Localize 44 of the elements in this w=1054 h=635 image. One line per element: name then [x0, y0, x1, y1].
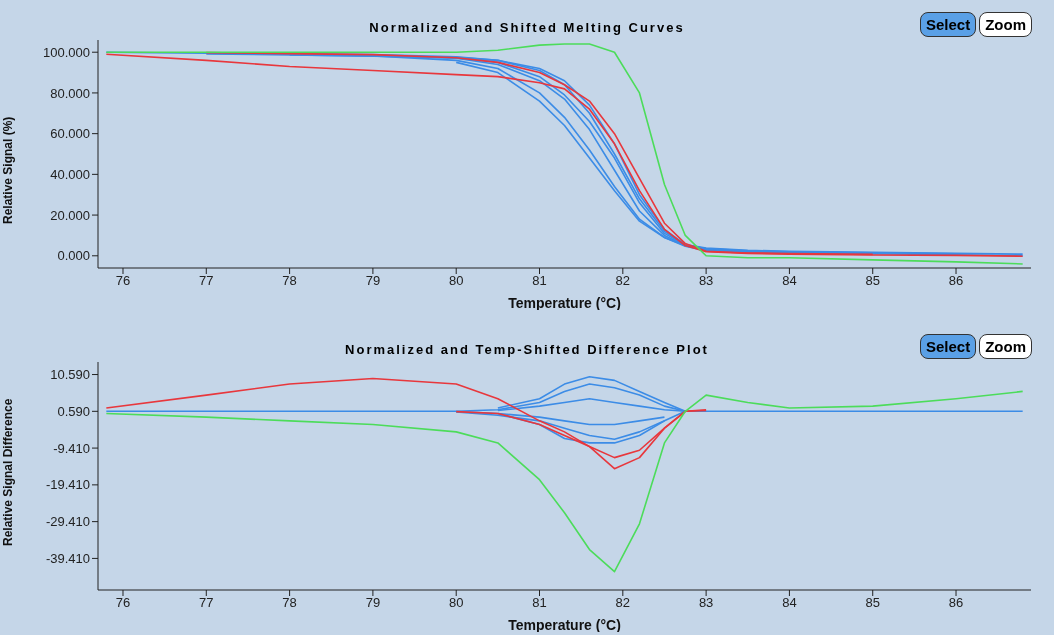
x-tick-label: 86 — [948, 273, 964, 289]
y-tick-label: -19.410 — [45, 477, 90, 493]
x-axis-title: Temperature (°C) — [508, 617, 621, 633]
y-tick-label: 20.000 — [50, 207, 90, 223]
x-tick-label: 82 — [615, 273, 631, 289]
x-tick-label: 76 — [115, 595, 131, 611]
x-tick-label: 81 — [532, 595, 547, 611]
y-tick-label: 0.000 — [57, 248, 90, 264]
x-tick-label: 80 — [448, 595, 464, 611]
x-tick-label: 78 — [282, 595, 297, 611]
x-tick-label: 83 — [698, 595, 714, 611]
y-tick-label: 40.000 — [50, 166, 90, 182]
button: Select — [919, 334, 977, 359]
chart-title: Normalized and Temp-Shifted Difference Plot — [345, 342, 709, 357]
x-tick-label: 85 — [865, 595, 880, 611]
button: Zoom — [979, 12, 1032, 37]
x-tick-label: 81 — [532, 273, 547, 289]
button: Zoom — [979, 334, 1032, 359]
x-tick-label: 79 — [365, 273, 381, 289]
y-tick-label: -9.410 — [53, 440, 90, 456]
y-tick-label: 0.590 — [57, 403, 90, 419]
y-tick-label: 100.000 — [43, 44, 90, 60]
x-tick-label: 84 — [782, 595, 797, 611]
y-tick-label: 10.590 — [50, 367, 90, 383]
x-tick-label: 80 — [448, 273, 464, 289]
x-tick-label: 77 — [199, 595, 214, 611]
y-axis-title: Relative Signal Difference — [1, 398, 16, 546]
button: Select — [919, 12, 977, 37]
y-tick-label: -29.410 — [45, 514, 90, 530]
x-tick-label: 77 — [199, 273, 214, 289]
y-tick-label: -39.410 — [45, 551, 90, 567]
x-tick-label: 79 — [365, 595, 381, 611]
x-tick-label: 86 — [948, 595, 964, 611]
x-tick-label: 85 — [865, 273, 880, 289]
chart-title: Normalized and Shifted Melting Curves — [369, 20, 685, 35]
x-tick-label: 82 — [615, 595, 631, 611]
x-tick-label: 84 — [782, 273, 797, 289]
y-axis-title: Relative Signal (%) — [1, 116, 16, 224]
x-tick-label: 83 — [698, 273, 714, 289]
y-tick-label: 60.000 — [50, 126, 90, 142]
y-tick-label: 80.000 — [50, 85, 90, 101]
x-axis-title: Temperature (°C) — [508, 295, 621, 311]
x-tick-label: 76 — [115, 273, 131, 289]
x-tick-label: 78 — [282, 273, 297, 289]
